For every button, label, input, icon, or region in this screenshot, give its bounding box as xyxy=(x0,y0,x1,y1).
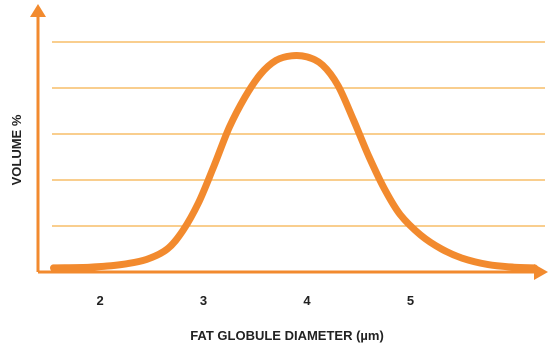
x-tick-label: 5 xyxy=(407,293,414,308)
y-axis-title: VOLUME % xyxy=(9,114,24,185)
gridlines xyxy=(52,41,545,227)
x-tick-label: 4 xyxy=(303,293,311,308)
y-axis-arrowhead xyxy=(30,4,46,17)
series-layer xyxy=(50,51,539,272)
x-tick-label: 2 xyxy=(96,293,103,308)
axes xyxy=(30,4,548,280)
distribution-curve xyxy=(50,51,539,272)
x-axis-title: FAT GLOBULE DIAMETER (µm) xyxy=(190,328,384,343)
x-tick-labels: 2 3 4 5 xyxy=(96,293,414,308)
x-tick-label: 3 xyxy=(200,293,207,308)
